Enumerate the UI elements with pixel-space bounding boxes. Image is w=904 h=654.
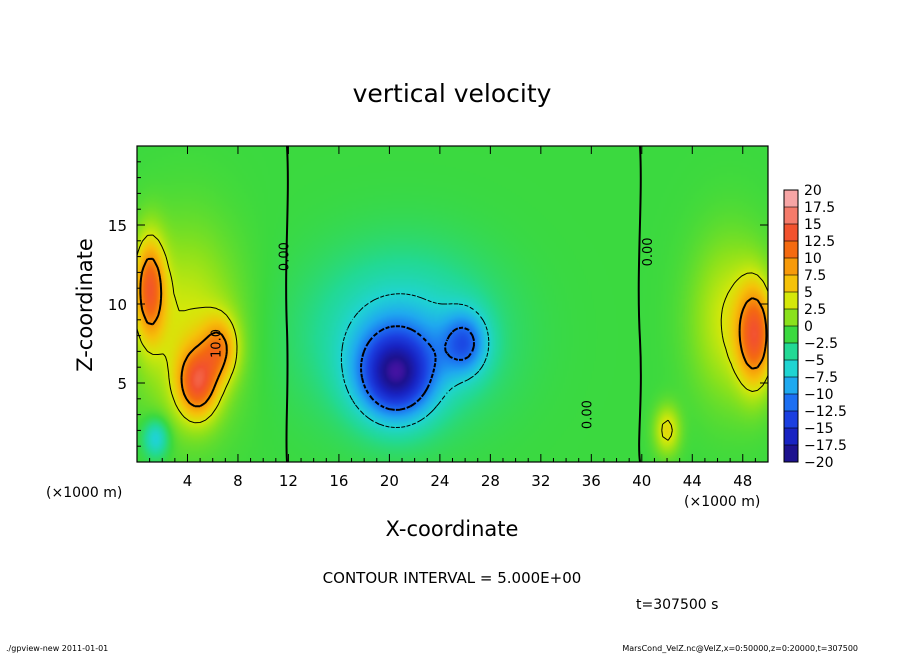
colorbar-swatch — [784, 207, 798, 225]
colorbar-label: 15 — [804, 217, 822, 233]
colorbar-label: −20 — [804, 455, 834, 471]
colorbar-label: −12.5 — [804, 404, 847, 420]
x-tick-label: 24 — [430, 472, 449, 490]
colorbar-label: 10 — [804, 251, 822, 267]
colorbar-label: 20 — [804, 183, 822, 199]
y-tick-label: 5 — [117, 375, 127, 393]
colorbar-label: −15 — [804, 421, 834, 437]
colorbar-label: 7.5 — [804, 268, 826, 284]
x-tick-label: 28 — [481, 472, 500, 490]
colorbar-label: 0 — [804, 319, 813, 335]
colorbar-label: −10 — [804, 387, 834, 403]
colorbar-swatch — [784, 241, 798, 259]
colorbar-label: −2.5 — [804, 336, 838, 352]
contour-labels: 0.00 10.0 0.00 0.00 — [209, 237, 656, 429]
colorbar-swatch — [784, 445, 798, 463]
contour-level — [340, 293, 490, 428]
x-axis-label: X-coordinate — [386, 517, 519, 541]
colorbar-swatch — [784, 326, 798, 344]
colorbar-label: −17.5 — [804, 438, 847, 454]
x-tick-label: 32 — [531, 472, 550, 490]
contour-level — [139, 257, 768, 408]
colorbar-swatch — [784, 309, 798, 327]
colorbar-swatch — [784, 411, 798, 429]
contour-level — [136, 234, 769, 441]
contour-lines — [136, 145, 769, 463]
colorbar-swatch — [784, 190, 798, 208]
colorbar-swatch — [784, 224, 798, 242]
x-tick-label: 40 — [632, 472, 651, 490]
zero-contour — [637, 145, 642, 463]
x-unit-right: (×1000 m) — [684, 494, 760, 510]
colorbar-label: −7.5 — [804, 370, 838, 386]
colorbar-swatch — [784, 428, 798, 446]
chart-title: vertical velocity — [353, 79, 552, 108]
zero-contour — [285, 145, 289, 463]
x-tick-label: 4 — [183, 472, 193, 490]
colorbar-swatch — [784, 394, 798, 412]
contour-label: 0.00 — [277, 242, 292, 271]
colorbar-label: −5 — [804, 353, 825, 369]
footer-right: MarsCond_VelZ.nc@VelZ,x=0:50000,z=0:2000… — [622, 644, 858, 653]
colorbar — [783, 189, 799, 463]
colorbar-swatch — [784, 343, 798, 361]
contour-label: 10.0 — [209, 329, 224, 358]
x-axis-ticks: 4 8 12 16 20 24 28 32 36 40 44 48 — [149, 146, 756, 490]
x-tick-label: 16 — [329, 472, 348, 490]
colorbar-swatch — [784, 292, 798, 310]
x-tick-label: 48 — [733, 472, 752, 490]
colorbar-label: 17.5 — [804, 200, 835, 216]
colorbar-swatch — [784, 360, 798, 378]
colorbar-swatch — [784, 258, 798, 276]
x-tick-label: 44 — [683, 472, 702, 490]
colorbar-swatch — [784, 377, 798, 395]
colorbar-labels: 2017.51512.5107.552.50−2.5−5−7.5−10−12.5… — [804, 183, 847, 471]
y-tick-label: 15 — [108, 217, 127, 235]
y-axis-ticks: 5 10 15 — [108, 161, 768, 447]
plot-area: 0.00 10.0 0.00 0.00 — [136, 145, 769, 463]
x-tick-label: 12 — [279, 472, 298, 490]
contour-interval-text: CONTOUR INTERVAL = 5.000E+00 — [323, 569, 582, 587]
y-tick-label: 10 — [108, 296, 127, 314]
colorbar-label: 5 — [804, 285, 813, 301]
colorbar-label: 12.5 — [804, 234, 835, 250]
contour-level — [360, 325, 475, 411]
contour-label: 0.00 — [580, 400, 595, 429]
x-tick-label: 20 — [380, 472, 399, 490]
footer-left: ./gpview-new 2011-01-01 — [6, 644, 108, 653]
contour-label: 0.00 — [641, 237, 656, 266]
x-unit-left: (×1000 m) — [46, 485, 122, 501]
x-tick-label: 36 — [582, 472, 601, 490]
x-tick-label: 8 — [233, 472, 243, 490]
time-text: t=307500 s — [636, 597, 718, 613]
colorbar-swatch — [784, 275, 798, 293]
colorbar-label: 2.5 — [804, 302, 826, 318]
y-axis-label: Z-coordinate — [73, 238, 97, 372]
